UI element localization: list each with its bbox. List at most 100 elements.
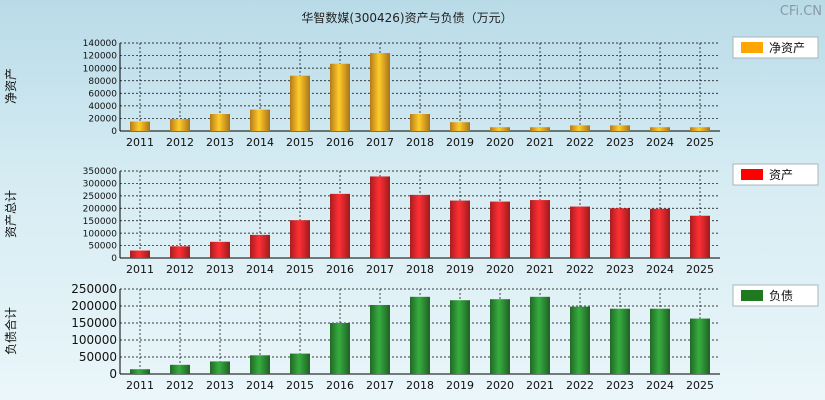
y-tick-label: 250000 — [83, 192, 118, 202]
bar-2025 — [690, 127, 710, 131]
bar-2017 — [370, 304, 390, 374]
y-tick-label: 80000 — [88, 77, 117, 87]
y-tick-label: 100000 — [83, 64, 118, 74]
bar-2024 — [650, 127, 670, 131]
bar-2024 — [650, 308, 670, 374]
y-tick-label: 350000 — [83, 167, 118, 177]
legend: 负债 — [732, 284, 819, 307]
watermark: CFi.CN — [780, 4, 822, 19]
x-tick-label: 2013 — [206, 136, 234, 149]
bar-2011 — [130, 250, 150, 258]
x-tick-label: 2025 — [686, 379, 714, 392]
x-tick-label: 2014 — [246, 263, 274, 276]
x-tick-label: 2024 — [646, 263, 674, 276]
x-tick-label: 2012 — [166, 263, 194, 276]
bar-2025 — [690, 318, 710, 374]
x-tick-label: 2019 — [446, 136, 474, 149]
bar-2018 — [410, 296, 430, 374]
bar-2016 — [330, 323, 350, 374]
x-tick-label: 2022 — [566, 379, 594, 392]
x-tick-label: 2021 — [526, 263, 554, 276]
panel-1: 0 20000 40000 60000 80000 100000 120000 140000 2… — [4, 36, 819, 149]
y-tick-label: 150000 — [71, 316, 117, 330]
x-tick-label: 2011 — [126, 379, 154, 392]
x-tick-label: 2013 — [206, 263, 234, 276]
y-tick-label: 250000 — [71, 282, 117, 296]
x-tick-label: 2021 — [526, 136, 554, 149]
bar-2020 — [490, 201, 510, 258]
y-tick-label: 20000 — [88, 115, 117, 125]
y-tick-label: 300000 — [83, 180, 118, 190]
x-tick-label: 2019 — [446, 263, 474, 276]
x-tick-label: 2014 — [246, 379, 274, 392]
bar-2015 — [290, 75, 310, 131]
y-tick-label: 100000 — [71, 333, 117, 347]
x-tick-label: 2020 — [486, 379, 514, 392]
x-tick-label: 2018 — [406, 263, 434, 276]
x-tick-label: 2024 — [646, 379, 674, 392]
panel-2: 0 50000 100000 150000 200000 250000 300000 3500… — [4, 163, 819, 276]
chart-title: 华智数媒(300426)资产与负债（万元） — [301, 10, 512, 25]
y-tick-label: 120000 — [83, 52, 118, 62]
x-tick-label: 2011 — [126, 136, 154, 149]
x-tick-label: 2015 — [286, 263, 314, 276]
bar-2021 — [530, 296, 550, 374]
y-tick-label: 50000 — [88, 242, 117, 252]
y-tick-label: 60000 — [88, 89, 117, 99]
bar-2017 — [370, 53, 390, 131]
bar-2025 — [690, 215, 710, 258]
y-tick-label: 200000 — [71, 299, 117, 313]
bar-2013 — [210, 114, 230, 131]
x-tick-label: 2024 — [646, 136, 674, 149]
panel-3: 0 50000 100000 150000 200000 250000 2011 2012 20… — [3, 282, 819, 392]
x-tick-label: 2011 — [126, 263, 154, 276]
bar-2022 — [570, 206, 590, 258]
bar-2018 — [410, 114, 430, 131]
x-tick-label: 2015 — [286, 136, 314, 149]
x-tick-label: 2012 — [166, 136, 194, 149]
y-tick-label: 150000 — [83, 217, 118, 227]
legend-swatch — [741, 169, 763, 180]
x-tick-label: 2020 — [486, 263, 514, 276]
bar-2022 — [570, 306, 590, 374]
bar-2020 — [490, 127, 510, 131]
bar-2016 — [330, 63, 350, 131]
y-tick-label: 0 — [111, 254, 117, 264]
bar-2015 — [290, 220, 310, 258]
y-axis-label: 负债合计 — [3, 307, 18, 355]
bar-2012 — [170, 364, 190, 374]
bar-2023 — [610, 208, 630, 258]
x-tick-label: 2017 — [366, 379, 394, 392]
bar-2020 — [490, 299, 510, 374]
bar-2011 — [130, 369, 150, 374]
y-axis-label: 资产总计 — [4, 190, 18, 238]
bar-2012 — [170, 119, 190, 131]
x-tick-label: 2017 — [366, 136, 394, 149]
bar-2012 — [170, 246, 190, 258]
bar-2023 — [610, 125, 630, 131]
legend-swatch — [741, 290, 763, 301]
bar-2021 — [530, 127, 550, 131]
bar-2017 — [370, 176, 390, 258]
x-tick-label: 2016 — [326, 379, 354, 392]
x-tick-label: 2018 — [406, 136, 434, 149]
x-tick-label: 2025 — [686, 136, 714, 149]
bar-2011 — [130, 121, 150, 131]
bar-2019 — [450, 122, 470, 131]
x-tick-label: 2017 — [366, 263, 394, 276]
legend-label: 净资产 — [769, 41, 805, 55]
y-tick-label: 140000 — [83, 39, 118, 49]
bar-2016 — [330, 193, 350, 258]
y-tick-label: 0 — [111, 127, 117, 137]
bar-2013 — [210, 361, 230, 374]
legend-label: 资产 — [769, 168, 793, 182]
legend-label: 负债 — [769, 289, 793, 303]
bar-2023 — [610, 308, 630, 374]
x-tick-label: 2012 — [166, 379, 194, 392]
x-tick-label: 2023 — [606, 263, 634, 276]
x-tick-label: 2019 — [446, 379, 474, 392]
x-tick-label: 2022 — [566, 263, 594, 276]
x-tick-label: 2016 — [326, 136, 354, 149]
x-tick-label: 2015 — [286, 379, 314, 392]
bar-2014 — [250, 234, 270, 258]
